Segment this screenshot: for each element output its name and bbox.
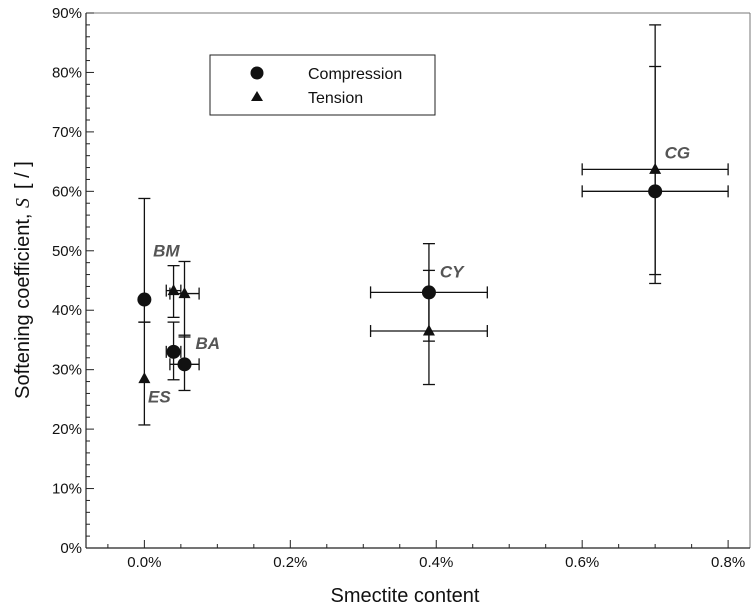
y-ticks: 0% 10% 20% 30% 40% 50% 60% 70% 80% 90% [52, 5, 94, 557]
point-label-cy: CY [440, 263, 465, 282]
tension-point [138, 372, 151, 384]
x-axis-title: Smectite content [331, 585, 480, 607]
x-tick-label: 0.6% [565, 554, 599, 571]
legend-marker-tension [251, 91, 263, 101]
tension-point [178, 287, 191, 299]
y-axis-title-symbol: S [12, 198, 34, 208]
legend-marker-compression [250, 66, 264, 80]
x-tick-label: 0.4% [419, 554, 453, 571]
x-tick-label: 0.8% [711, 554, 745, 571]
point-label-ba: BA [195, 334, 220, 353]
y-tick-label: 40% [52, 302, 82, 319]
y-axis-title: Softening coefficient, S [ / ] [12, 161, 34, 399]
tension-point [167, 284, 180, 296]
y-tick-label: 30% [52, 362, 82, 379]
tension-point [422, 324, 435, 336]
y-tick-label: 80% [52, 64, 82, 81]
point-label-bm: BM [153, 242, 180, 261]
y-tick-label: 90% [52, 5, 82, 22]
x-tick-label: 0.2% [273, 554, 307, 571]
y-tick-label: 0% [60, 540, 82, 557]
y-tick-label: 50% [52, 243, 82, 260]
plot-frame [85, 12, 751, 549]
legend-box [209, 54, 436, 116]
y-tick-label: 10% [52, 481, 82, 498]
tension-point [649, 162, 662, 174]
x-tick-label: 0.0% [127, 554, 161, 571]
y-tick-label: 60% [52, 183, 82, 200]
data-markers [137, 162, 663, 384]
legend-label-compression: Compression [308, 66, 402, 83]
compression-point [137, 292, 152, 307]
legend-label-tension: Tension [308, 90, 363, 107]
y-axis-title-unit: [ / ] [12, 161, 34, 189]
x-ticks: 0.0% 0.2% 0.4% 0.6% 0.8% [107, 540, 745, 571]
compression-point [166, 344, 181, 359]
compression-point [421, 285, 436, 300]
legend: Compression Tension [209, 54, 436, 116]
y-axis-title-text: Softening coefficient, [12, 208, 34, 399]
compression-point [177, 357, 192, 372]
point-label-es: ES [148, 387, 171, 406]
y-tick-label: 20% [52, 421, 82, 438]
compression-point [648, 184, 663, 199]
y-tick-label: 70% [52, 124, 82, 141]
point-label-cg: CG [665, 144, 691, 163]
point-labels: BM BA ES CY CG [148, 144, 690, 407]
